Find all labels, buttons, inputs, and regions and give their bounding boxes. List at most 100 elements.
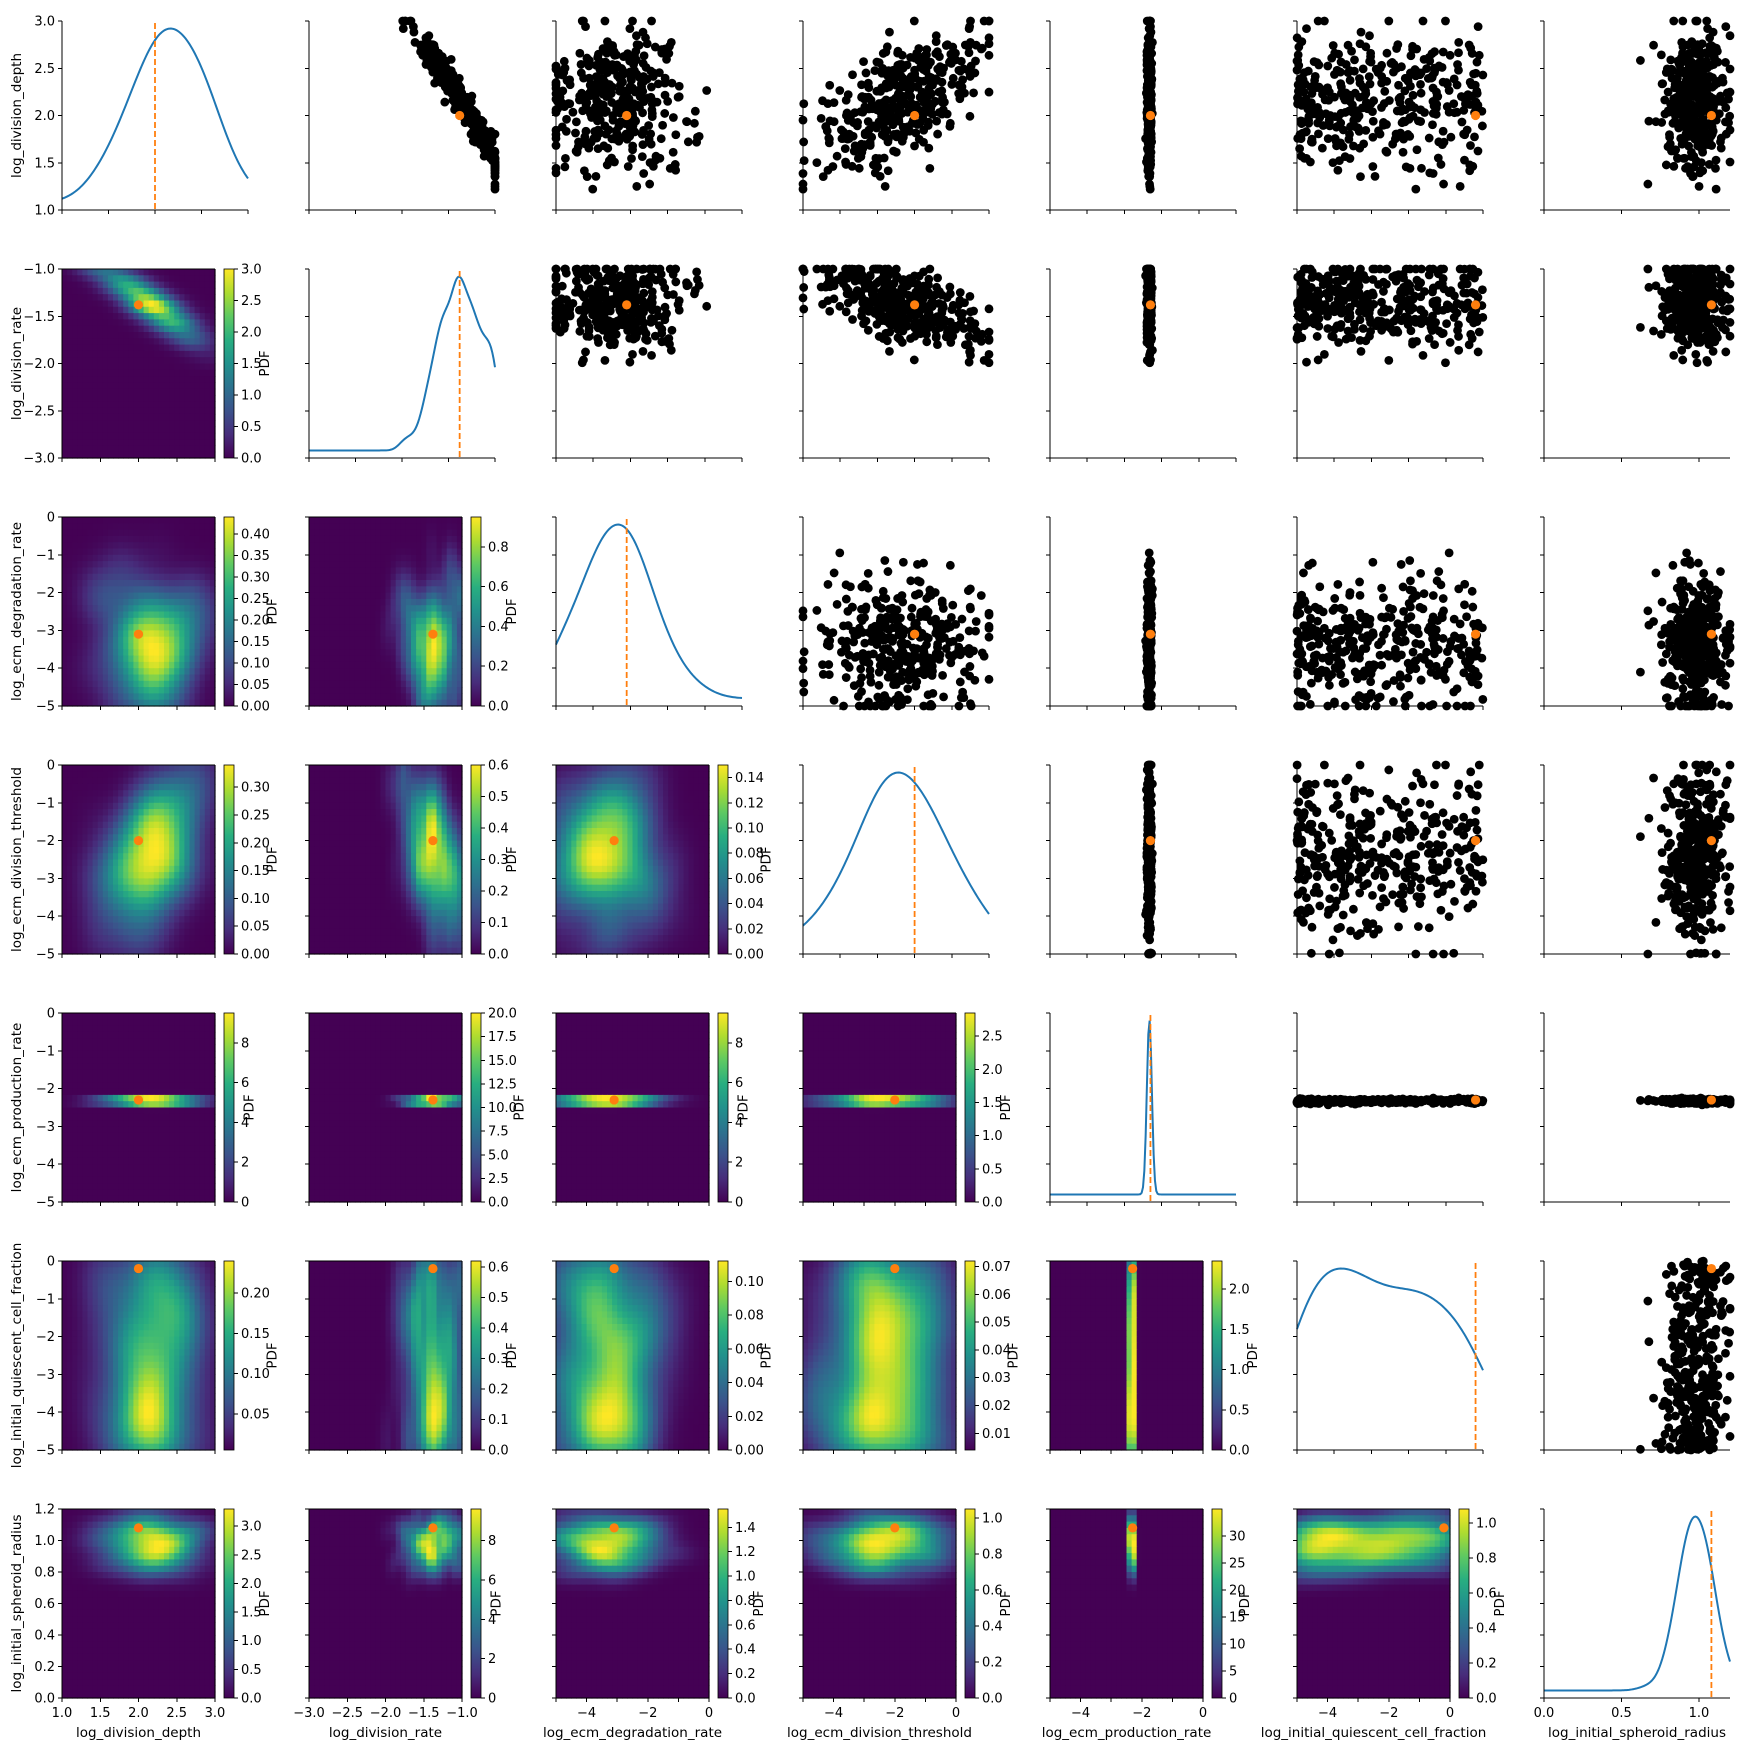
heatmap-cell: [190, 395, 196, 402]
heatmap-cell: [149, 326, 155, 333]
heatmap-cell: [82, 338, 88, 345]
heatmap-cell: [179, 395, 185, 402]
heatmap-cell: [164, 414, 170, 421]
heatmap-cell: [82, 269, 88, 276]
heatmap-cell: [144, 294, 150, 301]
sample-point: [826, 282, 835, 291]
heatmap-cell: [195, 294, 201, 301]
heatmap-cell: [103, 439, 109, 446]
heatmap-cell: [139, 288, 145, 295]
heatmap-cell: [149, 332, 155, 339]
sample-point: [1702, 17, 1711, 26]
heatmap-cell: [108, 307, 114, 314]
heatmap-cell: [159, 282, 165, 289]
heatmap-cell: [133, 445, 139, 452]
sample-point: [628, 350, 637, 359]
sample-point: [965, 323, 974, 332]
sample-point: [1393, 328, 1402, 337]
heatmap-cell: [164, 319, 170, 326]
colorbar-tick-label: 2.5: [241, 294, 262, 309]
sample-point: [858, 299, 867, 308]
sample-point: [480, 152, 489, 161]
heatmap-cell: [205, 301, 211, 308]
heatmap-cell: [98, 427, 104, 434]
sample-point: [600, 108, 609, 117]
heatmap-cell: [200, 408, 206, 415]
heatmap-cell: [103, 319, 109, 326]
heatmap-cell: [108, 414, 114, 421]
heatmap-cell: [164, 395, 170, 402]
heatmap-cell: [179, 376, 185, 383]
heatmap-cell: [174, 351, 180, 358]
heatmap-cell: [113, 364, 119, 371]
sample-point: [910, 17, 919, 26]
heatmap-cell: [200, 433, 206, 440]
heatmap-cell: [200, 269, 206, 276]
heatmap-cell: [154, 294, 160, 301]
heatmap-cell: [139, 282, 145, 289]
sample-point: [1298, 129, 1307, 138]
heatmap-cell: [149, 357, 155, 364]
heatmap-cell: [154, 439, 160, 446]
sample-point: [1144, 97, 1153, 106]
heatmap-cell: [72, 288, 78, 295]
heatmap-cell: [200, 445, 206, 452]
heatmap-cell: [174, 414, 180, 421]
heatmap-cell: [144, 439, 150, 446]
panel-0-1: [305, 17, 499, 214]
sample-point: [899, 123, 908, 132]
sample-point: [1395, 94, 1404, 103]
heatmap-cell: [103, 282, 109, 289]
heatmap-cell: [133, 357, 139, 364]
sample-point: [1379, 121, 1388, 130]
sample-point: [684, 137, 693, 146]
heatmap-cell: [103, 294, 109, 301]
sample-point: [1417, 305, 1426, 314]
sample-point: [1411, 66, 1420, 75]
heatmap-cell: [174, 313, 180, 320]
sample-point: [1669, 17, 1678, 26]
heatmap-cell: [77, 326, 83, 333]
heatmap-cell: [108, 364, 114, 371]
heatmap-cell: [179, 357, 185, 364]
y-tick-label: 2.0: [34, 109, 55, 124]
heatmap-cell: [93, 313, 99, 320]
heatmap-cell: [103, 326, 109, 333]
heatmap-cell: [133, 401, 139, 408]
heatmap-cell: [133, 370, 139, 377]
sample-point: [1449, 305, 1458, 314]
heatmap-cell: [169, 319, 175, 326]
heatmap-cell: [88, 414, 94, 421]
sample-point: [961, 41, 970, 50]
sample-point: [1144, 278, 1153, 287]
sample-point: [1724, 95, 1733, 104]
sample-point: [888, 119, 897, 128]
heatmap-cell: [123, 313, 129, 320]
heatmap-cell: [118, 427, 124, 434]
heatmap-cell: [195, 313, 201, 320]
heatmap-cell: [205, 357, 211, 364]
heatmap-cell: [123, 389, 129, 396]
colorbar-gradient: [224, 269, 234, 458]
sample-point: [865, 126, 874, 135]
heatmap-cell: [77, 370, 83, 377]
sample-point: [1669, 351, 1678, 360]
sample-point: [886, 304, 895, 313]
heatmap-cell: [128, 427, 134, 434]
heatmap-cell: [195, 307, 201, 314]
colorbar-tick-label: 2.0: [241, 326, 262, 341]
heatmap-cell: [98, 301, 104, 308]
sample-point: [1417, 89, 1426, 98]
heatmap-cell: [200, 307, 206, 314]
sample-point: [850, 108, 859, 117]
sample-point: [1682, 83, 1691, 92]
heatmap-cell: [118, 326, 124, 333]
heatmap-cell: [62, 395, 68, 402]
heatmap-cell: [159, 395, 165, 402]
true-value-point: [1707, 111, 1716, 120]
sample-point: [1693, 40, 1702, 49]
sample-point: [1323, 324, 1332, 333]
heatmap-cell: [164, 345, 170, 352]
heatmap-cell: [190, 370, 196, 377]
sample-point: [646, 67, 655, 76]
